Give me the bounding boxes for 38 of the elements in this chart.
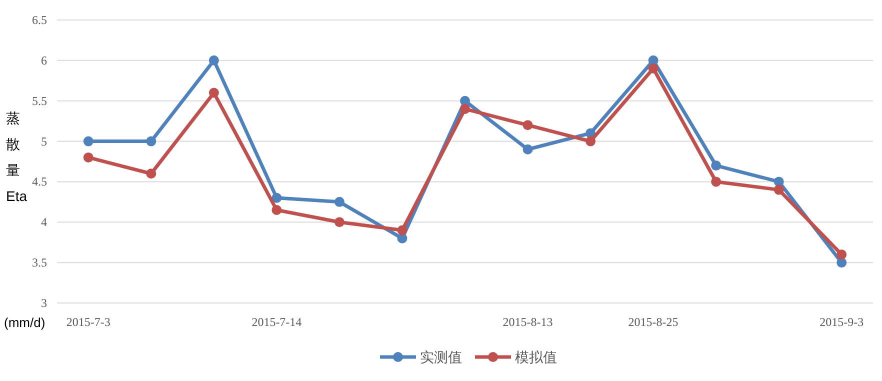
point — [774, 184, 784, 195]
point — [711, 160, 722, 171]
point — [334, 196, 344, 207]
x-tick-label: 2015-8-25 — [628, 315, 678, 329]
point — [83, 136, 94, 146]
point — [208, 55, 219, 66]
point — [334, 217, 344, 228]
y-tick-label: 3 — [41, 296, 47, 310]
y-tick-label: 5 — [41, 134, 47, 148]
y-tick-label: 4 — [41, 215, 47, 230]
point — [83, 152, 94, 162]
point — [648, 64, 658, 74]
y-tick-label: 6 — [41, 53, 47, 68]
point — [522, 144, 533, 154]
plot: 3 3.5 4 4.5 5 5.5 6 6.5 2015-7-3 2015-7-14 2015-8-13 2015-8-25 2015-9-3 蒸散量Eta (mm/d) — [4, 13, 874, 330]
y-axis-title: 蒸散量Eta — [6, 110, 28, 204]
point — [460, 104, 470, 114]
y-tick-label: 3.5 — [32, 256, 47, 270]
point — [586, 136, 596, 146]
point — [522, 120, 533, 130]
legend-label: 实测值 — [420, 349, 462, 365]
x-tick-label: 2015-7-14 — [252, 315, 302, 329]
legend-label: 模拟值 — [515, 349, 557, 365]
x-tick-label: 2015-9-3 — [820, 315, 864, 329]
point — [208, 88, 219, 98]
y-tick-label: 4.5 — [32, 174, 47, 189]
y-tick-label: 6.5 — [32, 13, 47, 27]
x-tick-label: 2015-7-3 — [66, 315, 110, 329]
point — [146, 136, 156, 146]
point — [272, 192, 282, 203]
point — [146, 168, 156, 179]
text: (mm/d) — [4, 315, 46, 330]
point — [836, 249, 847, 260]
y-tick-label: 5.5 — [32, 94, 47, 108]
point — [397, 225, 408, 236]
x-tick-label: 2015-8-13 — [502, 315, 553, 329]
point — [711, 176, 722, 187]
point — [272, 205, 282, 216]
